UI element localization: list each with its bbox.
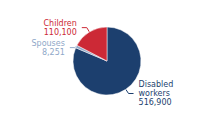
svg-text:Spouses: Spouses [31, 39, 64, 48]
svg-text:8,251: 8,251 [42, 48, 65, 57]
svg-text:516,900: 516,900 [139, 98, 172, 107]
svg-text:Disabled: Disabled [139, 80, 174, 89]
svg-text:Children: Children [44, 19, 77, 28]
svg-text:110,100: 110,100 [44, 28, 77, 37]
svg-text:workers: workers [139, 89, 170, 98]
